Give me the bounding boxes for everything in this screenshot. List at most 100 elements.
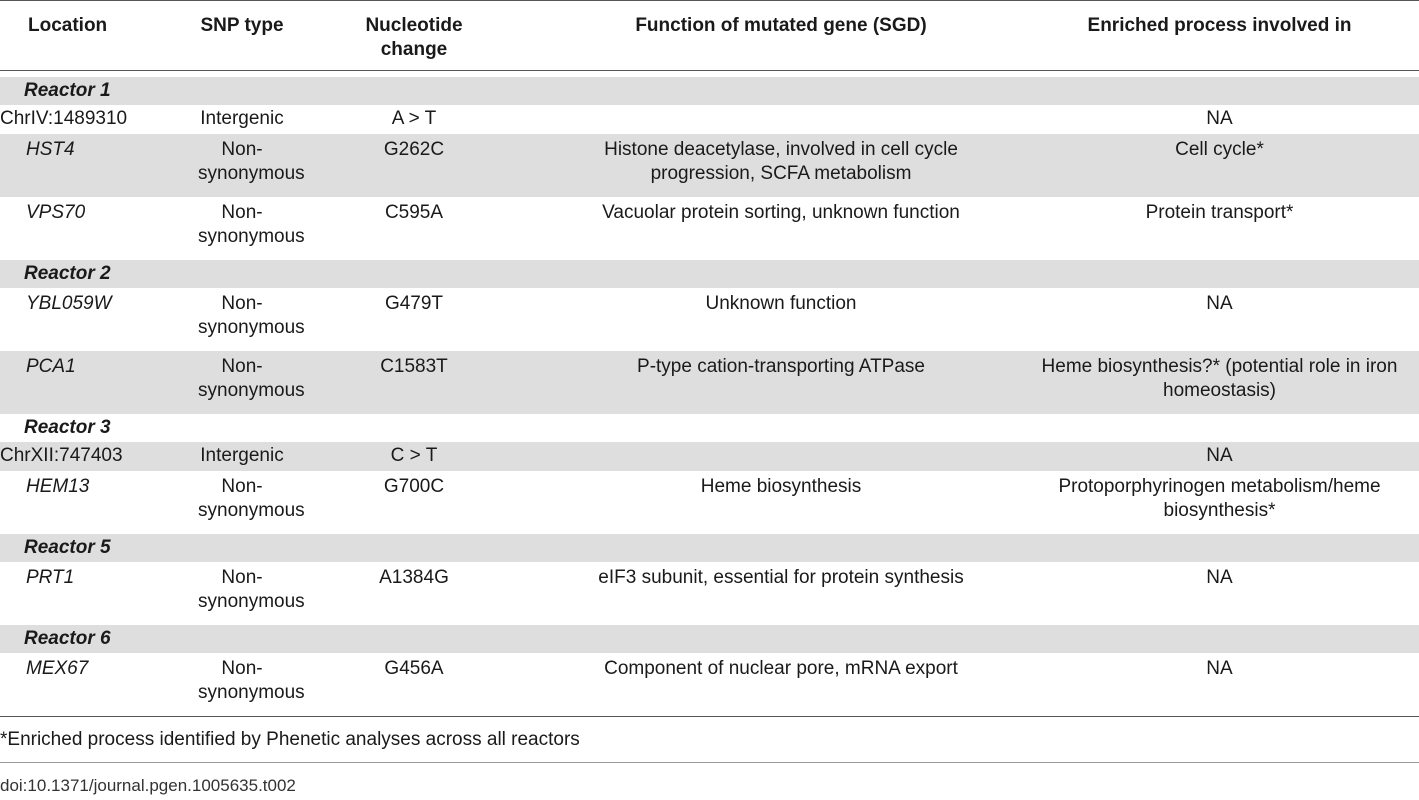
cell-function: Vacuolar protein sorting, unknown functi… [542,197,1020,260]
header-nucleotide-line1: Nucleotide [365,15,463,36]
table-row: PCA1 Non-synonymous C1583T P-type cation… [0,351,1419,414]
cell-location: PCA1 [0,351,198,414]
cell-location: HST4 [0,134,198,197]
cell-function: Component of nuclear pore, mRNA export [542,653,1020,717]
header-process: Enriched process involved in [1020,0,1419,71]
snp-line1: Non- [221,658,263,679]
cell-snp-type: Non-synonymous [198,471,305,534]
function-line1: Unknown function [705,293,857,314]
cell-snp-type: Non-synonymous [198,197,305,260]
cell-process: NA [1020,653,1419,717]
cell-location: ChrXII:747403 [0,442,198,471]
cell-nucleotide-change: C595A [384,202,444,223]
cell-function: Heme biosynthesis [542,471,1020,534]
table-row: PRT1 Non-synonymous A1384G eIF3 subunit,… [0,562,1419,625]
snp-line1: Intergenic [200,108,284,129]
snp-line1: Intergenic [200,445,284,466]
cell-location: PRT1 [26,567,75,588]
section-title: Reactor 2 [0,260,1419,288]
table-header: Location SNP type Nucleotide change Func… [0,0,1419,71]
section-row: Reactor 3 [0,414,1419,442]
process-line1: NA [1206,108,1233,129]
cell-process: Cell cycle* [1020,134,1419,197]
cell-nucleotide-change: G479T [384,293,444,314]
cell-function: eIF3 subunit, essential for protein synt… [542,562,1020,625]
footer-divider [0,762,1419,763]
snp-line2: synonymous [198,380,305,401]
process-line1: Protoporphyrinogen metabolism/heme [1058,476,1381,497]
function-line1: P-type cation-transporting ATPase [637,356,925,377]
header-function: Function of mutated gene (SGD) [542,0,1020,71]
section-row: Reactor 5 [0,534,1419,562]
table-row: ChrXII:747403 Intergenic C > T NA [0,442,1419,471]
snp-line1: Non- [221,567,263,588]
cell-snp-type: Non-synonymous [198,288,305,351]
section-title: Reactor 3 [24,417,111,438]
section-title: Reactor 1 [0,77,1419,105]
snp-line1: Non- [221,293,263,314]
process-line1: NA [1206,658,1233,679]
cell-location: MEX67 [26,658,89,679]
section-row: Reactor 6 [0,625,1419,653]
cell-snp-type: Non-synonymous [198,653,305,717]
cell-function: Unknown function [542,288,1020,351]
header-nucleotide-line2: change [380,39,448,60]
snp-line2: synonymous [198,591,305,612]
snp-line2: synonymous [198,682,305,703]
cell-snp-type: Intergenic [198,442,286,471]
cell-process: Protoporphyrinogen metabolism/heme biosyn… [1020,471,1419,534]
header-rule [0,70,1419,77]
cell-function [542,105,1020,134]
cell-nucleotide-change: G700C [383,476,445,497]
cell-nucleotide-change: G456A [384,658,444,679]
cell-process: NA [1020,105,1419,134]
function-line1: Heme biosynthesis [700,476,862,497]
doi-link[interactable]: doi:10.1371/journal.pgen.1005635.t002 [0,776,296,795]
process-line1: Heme biosynthesis?* (potential role in i… [1041,356,1398,377]
table-body: Reactor 1 ChrIV:1489310 Intergenic A > T… [0,70,1419,717]
snp-line2: synonymous [198,317,305,338]
snp-line1: Non- [221,202,263,223]
cell-process: NA [1020,442,1419,471]
snp-line2: synonymous [198,163,305,184]
snp-line1: Non- [221,139,263,160]
cell-location: HEM13 [26,476,90,497]
snp-table: Location SNP type Nucleotide change Func… [0,0,1419,717]
process-line1: NA [1206,567,1233,588]
cell-nucleotide-change: C1583T [286,351,542,414]
section-title: Reactor 5 [0,534,1419,562]
cell-process: Heme biosynthesis?* (potential role in i… [1020,351,1419,414]
header-location: Location [0,0,198,71]
process-line1: Cell cycle* [1175,139,1264,160]
snp-line2: synonymous [198,226,305,247]
cell-snp-type: Non-synonymous [198,134,305,197]
cell-function: Histone deacetylase, involved in cell cy… [542,134,1020,197]
cell-nucleotide-change: C > T [286,442,542,471]
cell-nucleotide-change: A > T [391,108,437,129]
cell-location: VPS70 [26,202,86,223]
cell-location: YBL059W [26,293,112,314]
snp-table-container: Location SNP type Nucleotide change Func… [0,0,1419,717]
snp-line1: Non- [221,476,263,497]
header-snp-type: SNP type [198,0,286,71]
table-row: YBL059W Non-synonymous G479T Unknown fun… [0,288,1419,351]
cell-snp-type: Non-synonymous [198,351,305,414]
process-line2: biosynthesis* [1163,500,1276,521]
cell-process: Protein transport* [1020,197,1419,260]
cell-function [542,442,1020,471]
process-line2: homeostasis) [1163,380,1276,401]
header-nucleotide-change: Nucleotide change [286,0,542,71]
cell-nucleotide-change: G262C [286,134,542,197]
cell-process: NA [1020,562,1419,625]
table-row: HST4 Non-synonymous G262C Histone deacet… [0,134,1419,197]
process-line1: Protein transport* [1145,202,1294,223]
bottom-rule [0,716,1419,717]
cell-location: ChrIV:1489310 [0,108,128,129]
function-line1: Component of nuclear pore, mRNA export [604,658,958,679]
table-row: MEX67 Non-synonymous G456A Component of … [0,653,1419,717]
table-row: HEM13 Non-synonymous G700C Heme biosynth… [0,471,1419,534]
process-line1: NA [1206,293,1233,314]
section-row: Reactor 2 [0,260,1419,288]
footnote: *Enriched process identified by Phenetic… [0,729,580,750]
cell-nucleotide-change: A1384G [379,567,449,588]
